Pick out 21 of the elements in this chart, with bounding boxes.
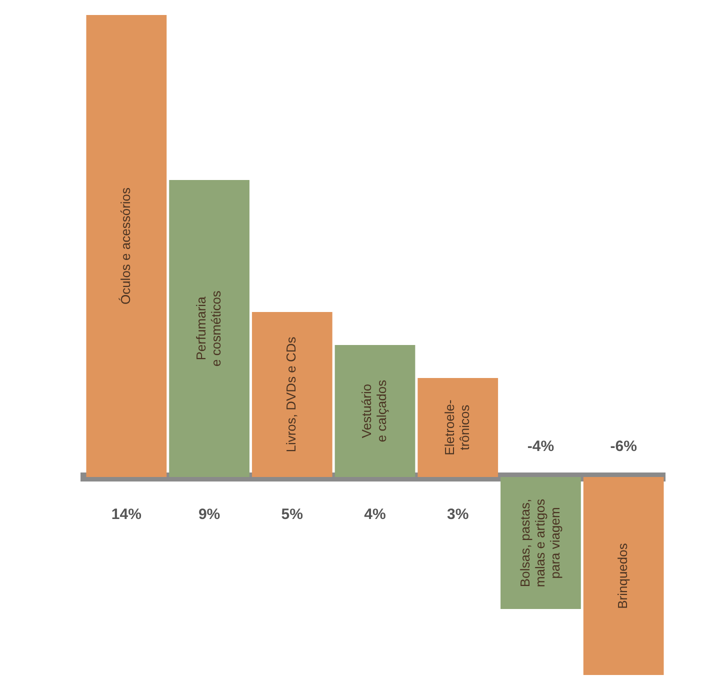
bar bbox=[252, 312, 332, 477]
x-tick-label: Vestuário e calçados bbox=[359, 379, 390, 442]
bar bbox=[334, 345, 416, 477]
bar bbox=[169, 180, 250, 477]
data-label: 4% bbox=[364, 506, 386, 524]
bar bbox=[583, 477, 664, 675]
data-label: -4% bbox=[527, 438, 554, 456]
data-label: -6% bbox=[610, 438, 637, 456]
bar bbox=[418, 378, 498, 477]
x-tick-label: Óculos e acessórios bbox=[118, 186, 134, 305]
data-label: 5% bbox=[281, 506, 303, 524]
bar bbox=[86, 15, 167, 477]
data-label: 14% bbox=[111, 506, 142, 524]
data-label: 3% bbox=[447, 506, 469, 524]
x-tick-label: Perfumaria e cosméticos bbox=[193, 290, 224, 366]
x-tick-label: Eletroele- trônicos bbox=[442, 400, 472, 456]
bar bbox=[500, 477, 581, 609]
x-tick-label: Bolsas, pastas, malas e artigos para viagem bbox=[517, 498, 562, 588]
x-tick-label: Livros, DVDs e CDs bbox=[284, 336, 299, 452]
data-label: 9% bbox=[198, 506, 220, 524]
x-tick-label: Brinquedos bbox=[615, 542, 630, 609]
